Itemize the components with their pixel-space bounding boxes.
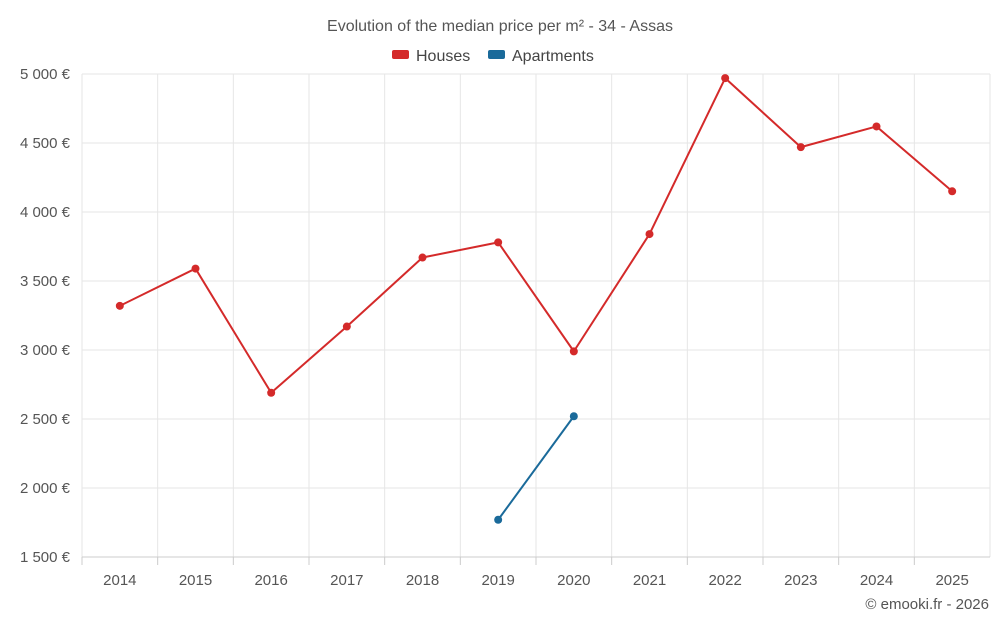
data-point-houses: [796, 143, 805, 152]
y-tick-label: 2 500 €: [20, 411, 71, 428]
y-tick-label: 4 500 €: [20, 135, 71, 152]
x-tick-label: 2014: [103, 572, 136, 589]
x-tick-label: 2021: [633, 572, 666, 589]
data-point-houses: [418, 253, 427, 262]
x-axis: 2014 2015 2016 2017 2018 2019 2020 2021 2022 2023…: [81, 556, 990, 589]
grid-lines: [81, 73, 991, 557]
data-point-apartments: [569, 412, 578, 421]
x-tick-label: 2022: [708, 572, 741, 589]
x-tick-label: 2025: [935, 572, 968, 589]
data-point-houses: [645, 230, 654, 239]
x-tick-label: 2017: [330, 572, 363, 589]
legend-swatch-houses: [392, 50, 409, 59]
data-point-apartments: [494, 515, 503, 524]
data-point-houses: [342, 322, 351, 331]
y-tick-label: 2 000 €: [20, 480, 71, 497]
chart-title: Evolution of the median price per m² - 3…: [327, 18, 673, 35]
data-point-houses: [721, 74, 730, 83]
legend-swatch-apartments: [488, 50, 505, 59]
y-tick-label: 5 000 €: [20, 66, 71, 83]
series-layer: [115, 74, 957, 524]
x-tick-label: 2020: [557, 572, 590, 589]
series-line-houses: [119, 77, 953, 394]
y-tick-label: 3 000 €: [20, 342, 71, 359]
data-point-houses: [191, 264, 200, 273]
y-tick-label: 3 500 €: [20, 273, 71, 290]
data-point-houses: [267, 388, 276, 397]
y-tick-label: 4 000 €: [20, 204, 71, 221]
credit-text: © emooki.fr - 2026: [865, 596, 989, 613]
series-line-apartments: [497, 415, 575, 521]
x-tick-label: 2024: [860, 572, 893, 589]
x-tick-label: 2016: [254, 572, 287, 589]
x-tick-label: 2018: [406, 572, 439, 589]
data-point-houses: [569, 347, 578, 356]
data-point-houses: [948, 187, 957, 196]
x-tick-label: 2023: [784, 572, 817, 589]
data-point-houses: [494, 238, 503, 247]
data-point-houses: [872, 122, 881, 131]
legend: Houses Apartments: [392, 48, 594, 65]
y-tick-label: 1 500 €: [20, 549, 71, 566]
legend-label-houses: Houses: [416, 48, 470, 65]
legend-label-apartments: Apartments: [512, 48, 594, 65]
data-point-houses: [115, 301, 124, 310]
x-tick-label: 2015: [179, 572, 212, 589]
y-axis: 1 500 € 2 000 € 2 500 € 3 000 € 3 500 € 4 000…: [20, 66, 71, 566]
x-tick-label: 2019: [481, 572, 514, 589]
